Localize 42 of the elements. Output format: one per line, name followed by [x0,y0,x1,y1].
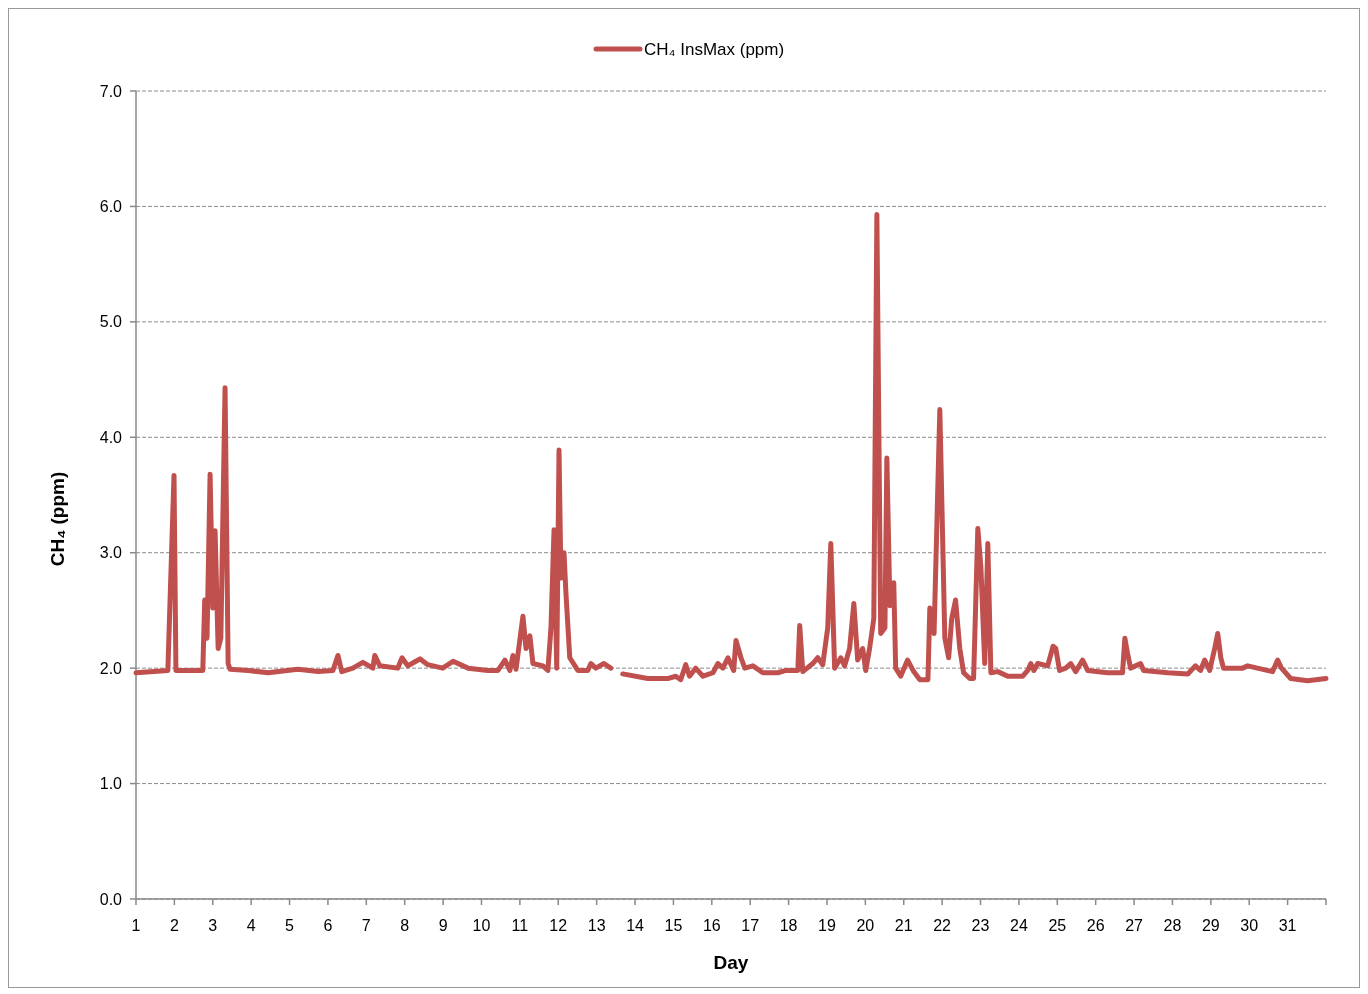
x-tick-label: 29 [1201,917,1220,934]
y-tick-label: 1.0 [99,775,123,793]
x-tick-label: 10 [472,917,491,934]
x-tick-label: 24 [1010,917,1028,934]
x-tick-label: 25 [1048,917,1067,934]
x-tick-label: 27 [1125,917,1144,934]
x-tick-label: 11 [511,917,529,934]
y-tick-label: 4.0 [99,428,123,446]
x-tick-label: 4 [246,917,256,934]
x-tick-label: 16 [702,917,721,934]
x-tick-label: 2 [169,917,179,934]
x-tick-label: 7 [361,917,371,934]
y-tick-label: 2.0 [99,659,123,677]
x-tick-label: 26 [1086,917,1105,934]
x-tick-label: 28 [1163,917,1182,934]
x-tick-label: 8 [400,917,410,934]
x-tick-label: 17 [741,917,760,934]
x-tick-label: 21 [894,917,913,934]
x-tick-label: 5 [285,917,295,934]
x-tick-label: 6 [323,917,333,934]
legend-label: CH₄ InsMax (ppm) [644,39,785,59]
y-tick-label: 0.0 [99,890,123,908]
x-tick-label: 23 [971,917,990,934]
x-tick-label: 18 [779,917,798,934]
x-tick-label: 13 [587,917,606,934]
y-tick-label: 7.0 [99,82,123,100]
x-tick-label: 31 [1278,917,1297,934]
x-tick-label: 30 [1240,917,1259,934]
x-tick-label: 22 [933,917,952,934]
x-tick-label: 15 [664,917,683,934]
x-tick-label: 20 [856,917,875,934]
x-tick-label: 3 [208,917,218,934]
x-tick-label: 19 [818,917,836,934]
x-tick-label: 14 [626,917,645,934]
y-axis-title: CH₄ (ppm) [47,471,68,567]
y-tick-label: 3.0 [99,544,123,562]
y-tick-label: 6.0 [99,198,123,216]
x-axis-title: Day [713,952,749,973]
x-tick-label: 1 [131,917,141,934]
x-tick-label: 12 [549,917,568,934]
x-tick-label: 9 [438,917,448,934]
y-tick-label: 5.0 [99,313,123,331]
